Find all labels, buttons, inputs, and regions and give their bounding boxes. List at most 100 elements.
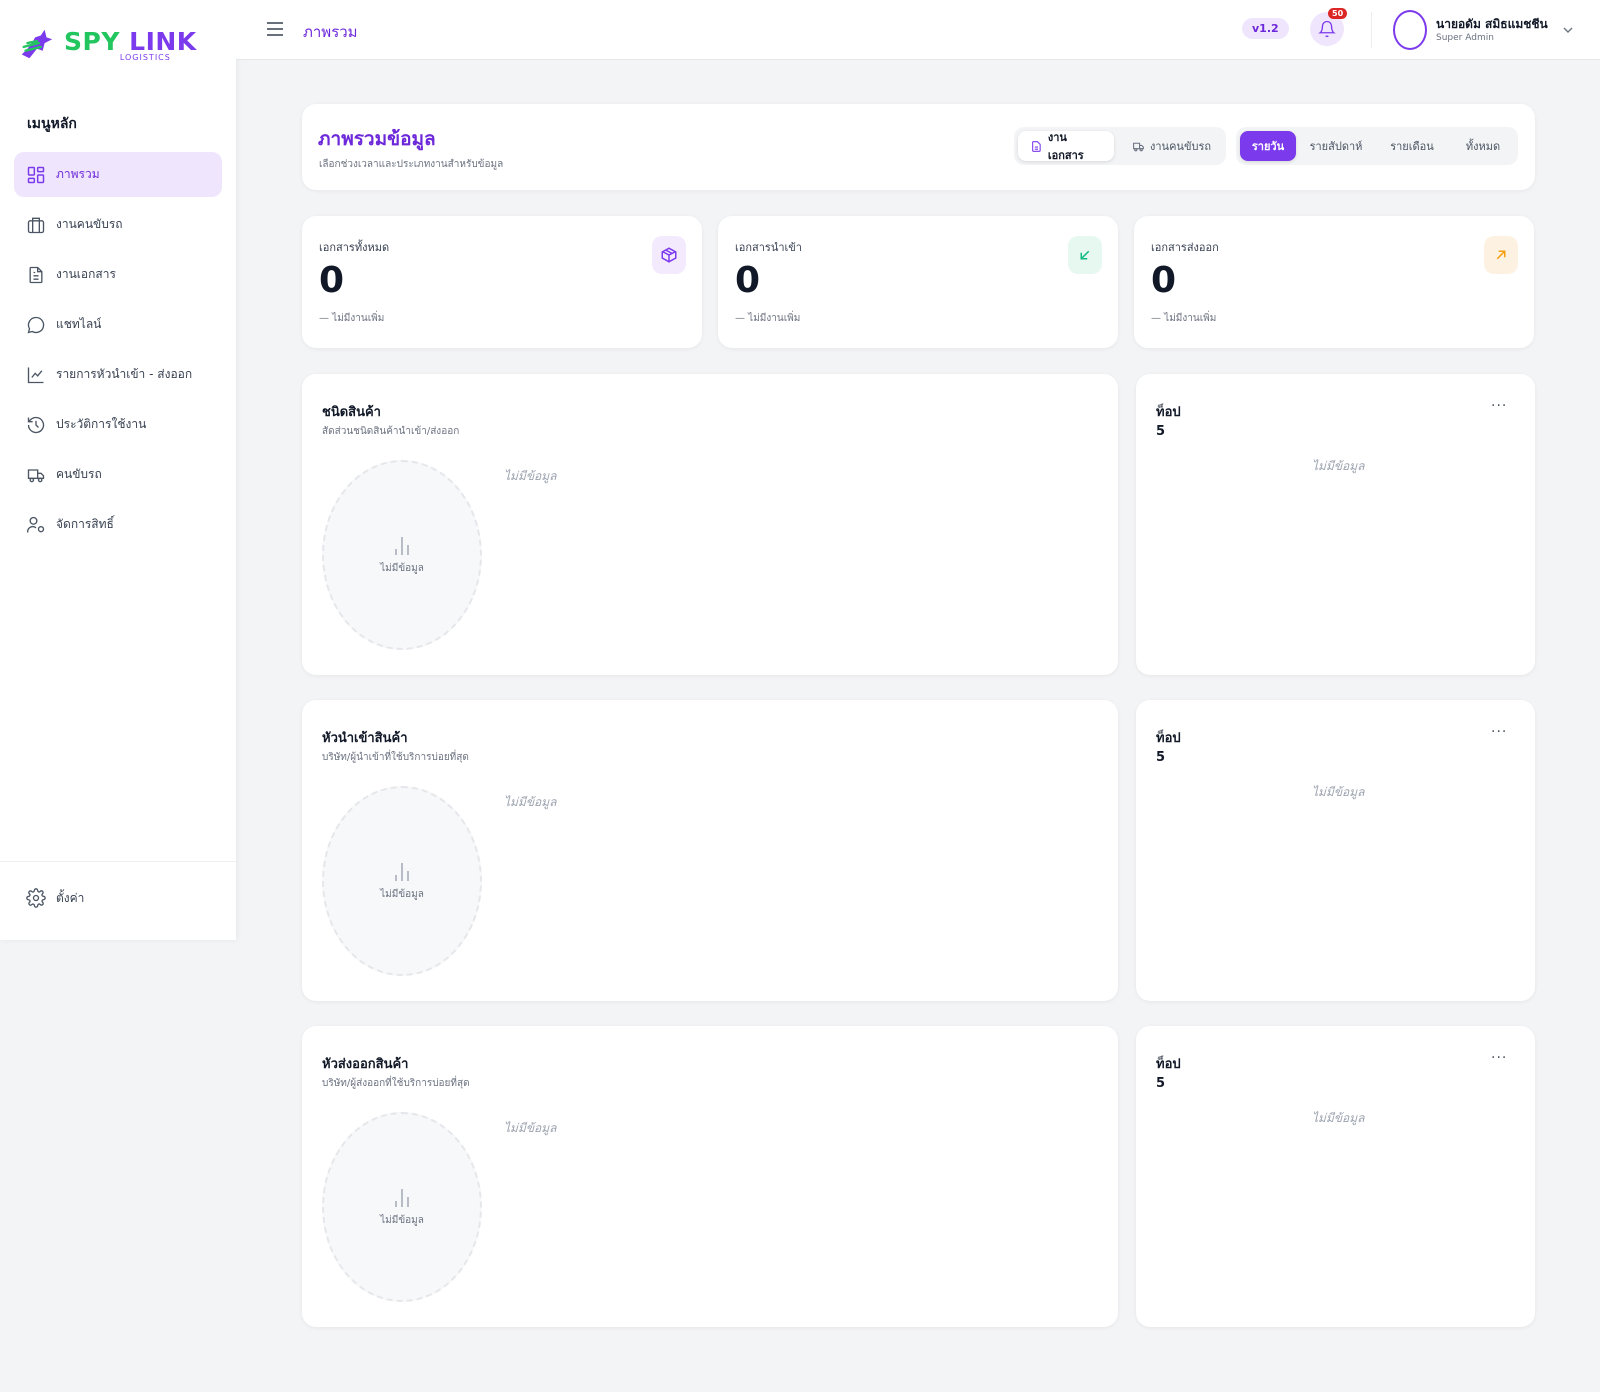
user-settings-icon	[26, 516, 45, 532]
sidebar-item-settings[interactable]: ตั้งค่า	[26, 888, 84, 908]
document-icon	[1032, 140, 1041, 152]
pie-chart-placeholder: ไม่มีข้อมูล	[322, 1112, 482, 1302]
menu-heading: เมนูหลัก	[27, 116, 77, 132]
gear-icon	[26, 888, 46, 908]
chart-title: หัวส่งออกสินค้า	[322, 1057, 409, 1072]
stat-icon-wrap	[652, 236, 686, 274]
overview-panel: ภาพรวมข้อมูล เลือกช่วงเวลาและประเภทงานสำ…	[302, 104, 1535, 190]
user-name[interactable]: นายอดัม สมิธแมชชีน	[1436, 17, 1548, 31]
sidebar-item-label: รายการหัวนำเข้า - ส่งออก	[56, 367, 193, 381]
top-card-product-types: ท็อป 5 ··· ไม่มีข้อมูล	[1136, 374, 1535, 675]
chevron-down-icon[interactable]	[1562, 24, 1574, 36]
top-card-exporters: ท็อป 5 ··· ไม่มีข้อมูล	[1136, 1026, 1535, 1327]
pie-chart-placeholder: ไม่มีข้อมูล	[322, 786, 482, 976]
document-icon	[29, 266, 43, 283]
sidebar-item-drivers[interactable]: คนขับรถ	[14, 452, 222, 497]
dashboard-icon	[27, 166, 45, 183]
page-subtitle: เลือกช่วงเวลาและประเภทงานสำหรับข้อมูล	[319, 159, 504, 170]
more-options-icon[interactable]: ···	[1491, 724, 1508, 740]
stat-icon-wrap	[1484, 236, 1518, 274]
topbar: ภาพรวม v1.2 50 นายอดัม สมิธแมชชีน Super …	[236, 0, 1600, 60]
more-options-icon[interactable]: ···	[1491, 398, 1508, 414]
period-tab-monthly[interactable]: รายเดือน	[1390, 140, 1434, 153]
top-no-data: ไม่มีข้อมูล	[1312, 785, 1365, 799]
history-icon	[27, 416, 45, 433]
job-type-document-tab[interactable]: งานเอกสาร	[1018, 131, 1114, 162]
job-type-driver-tab[interactable]: งานคนขับรถ	[1120, 131, 1224, 161]
bar-chart-icon	[395, 1188, 409, 1207]
brand-sub: LOGISTICS	[119, 52, 171, 62]
period-tab-daily[interactable]: รายวัน	[1240, 131, 1296, 161]
stat-card-import-documents: เอกสารนำเข้า 0 — ไม่มีงานเพิ่ม	[718, 216, 1118, 348]
sidebar-item-driver-jobs[interactable]: งานคนขับรถ	[14, 202, 222, 247]
bar-chart-icon	[395, 536, 409, 555]
stat-card-export-documents: เอกสารส่งออก 0 — ไม่มีงานเพิ่ม	[1134, 216, 1534, 348]
top-no-data: ไม่มีข้อมูล	[1312, 1111, 1365, 1125]
version-badge: v1.2	[1242, 18, 1289, 39]
sidebar: SPY LINK LOGISTICS เมนูหลัก ภาพรวม งานคน…	[0, 0, 236, 940]
period-tab-weekly[interactable]: รายสัปดาห์	[1309, 140, 1363, 153]
stat-label: เอกสารทั้งหมด	[319, 241, 390, 254]
briefcase-icon	[27, 217, 45, 233]
sidebar-item-history[interactable]: ประวัติการใช้งาน	[14, 402, 222, 447]
truck-icon	[27, 468, 45, 482]
stat-value: 0	[735, 260, 761, 301]
logo[interactable]: SPY LINK LOGISTICS	[18, 26, 197, 64]
period-tab-all[interactable]: ทั้งหมด	[1465, 140, 1501, 153]
sidebar-item-line-chat[interactable]: แชทไลน์	[14, 302, 222, 347]
brand-name-part2: LINK	[129, 26, 197, 56]
stat-note: — ไม่มีงานเพิ่ม	[735, 313, 801, 324]
stat-value: 0	[1151, 260, 1177, 301]
bar-chart-icon	[395, 862, 409, 881]
chart-no-data: ไม่มีข้อมูล	[504, 469, 557, 483]
sidebar-item-import-export[interactable]: รายการหัวนำเข้า - ส่งออก	[14, 352, 222, 397]
chart-title: ชนิดสินค้า	[322, 405, 381, 420]
main-menu: ภาพรวม งานคนขับรถ งานเอกสาร แชทไลน์ รายก…	[14, 152, 222, 552]
top-number: 5	[1156, 1076, 1166, 1091]
user-role: Super Admin	[1436, 33, 1494, 43]
top-label: ท็อป	[1156, 405, 1181, 420]
notification-count-badge: 50	[1328, 8, 1348, 19]
bell-icon	[1318, 20, 1336, 38]
brand-name-part1: SPY	[64, 26, 130, 56]
stat-label: เอกสารส่งออก	[1151, 241, 1219, 254]
sidebar-item-label: งานเอกสาร	[56, 267, 116, 281]
settings-label: ตั้งค่า	[56, 890, 85, 905]
pie-empty-label: ไม่มีข้อมูล	[380, 1214, 424, 1226]
sidebar-item-label: จัดการสิทธิ์	[56, 517, 114, 531]
page-title: ภาพรวมข้อมูล	[318, 128, 436, 150]
logo-text: SPY LINK LOGISTICS	[64, 26, 197, 62]
top-no-data: ไม่มีข้อมูล	[1312, 459, 1365, 473]
hamburger-menu-icon[interactable]	[266, 20, 284, 38]
chart-title: หัวนำเข้าสินค้า	[322, 731, 408, 746]
breadcrumb[interactable]: ภาพรวม	[303, 23, 358, 41]
stat-label: เอกสารนำเข้า	[735, 241, 802, 254]
top-card-importers: ท็อป 5 ··· ไม่มีข้อมูล	[1136, 700, 1535, 1001]
top-number: 5	[1156, 750, 1166, 765]
pie-empty-label: ไม่มีข้อมูล	[380, 562, 424, 574]
chart-subtitle: สัดส่วนชนิดสินค้านำเข้า/ส่งออก	[322, 426, 460, 437]
line-chart-icon	[27, 367, 44, 383]
period-switch: รายวัน รายสัปดาห์ รายเดือน ทั้งหมด	[1236, 127, 1518, 165]
sidebar-item-label: ประวัติการใช้งาน	[56, 417, 147, 431]
sidebar-item-permissions[interactable]: จัดการสิทธิ์	[14, 502, 222, 547]
pie-chart-placeholder: ไม่มีข้อมูล	[322, 460, 482, 650]
logo-mark-icon	[21, 29, 53, 59]
box-icon	[661, 247, 677, 263]
sidebar-item-document-jobs[interactable]: งานเอกสาร	[14, 252, 222, 297]
top-label: ท็อป	[1156, 1057, 1181, 1072]
chart-no-data: ไม่มีข้อมูล	[504, 1121, 557, 1135]
more-options-icon[interactable]: ···	[1491, 1050, 1508, 1066]
stat-icon-wrap	[1068, 236, 1102, 274]
sidebar-item-label: แชทไลน์	[56, 317, 102, 331]
chart-subtitle: บริษัท/ผู้นำเข้าที่ใช้บริการบ่อยที่สุด	[322, 752, 469, 763]
pie-empty-label: ไม่มีข้อมูล	[380, 888, 424, 900]
chart-subtitle: บริษัท/ผู้ส่งออกที่ใช้บริการบ่อยที่สุด	[322, 1078, 470, 1089]
header-divider	[1371, 12, 1372, 48]
sidebar-item-overview[interactable]: ภาพรวม	[14, 152, 222, 197]
stat-note: — ไม่มีงานเพิ่ม	[319, 313, 385, 324]
chart-card-importers: หัวนำเข้าสินค้า บริษัท/ผู้นำเข้าที่ใช้บร…	[302, 700, 1118, 1001]
avatar[interactable]	[1393, 10, 1427, 50]
chart-no-data: ไม่มีข้อมูล	[504, 795, 557, 809]
stat-value: 0	[319, 260, 345, 301]
